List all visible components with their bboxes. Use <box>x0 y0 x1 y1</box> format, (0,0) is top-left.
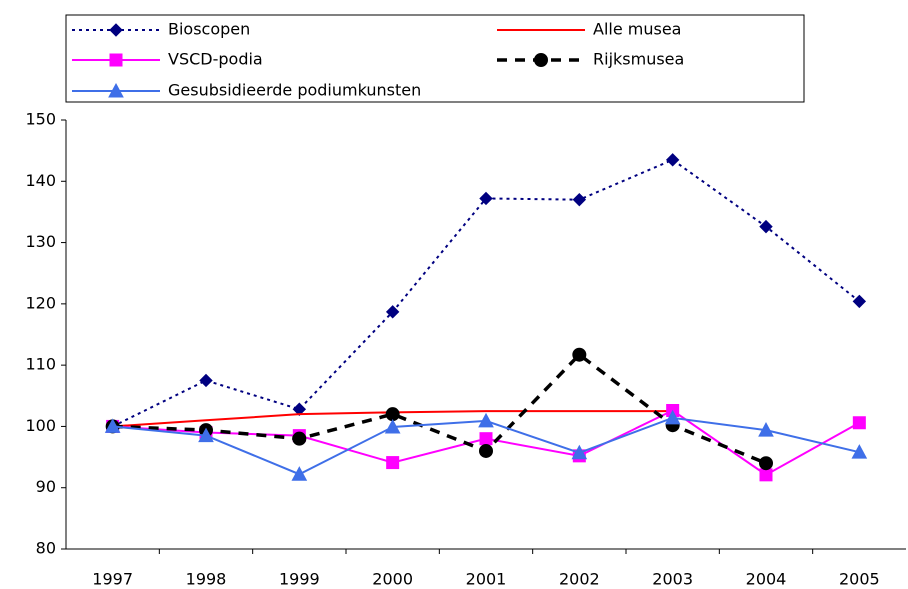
marker <box>852 294 867 309</box>
x-tick-label: 2003 <box>652 570 693 589</box>
marker <box>104 418 121 433</box>
marker <box>571 444 588 460</box>
marker <box>199 373 213 388</box>
marker <box>292 402 307 416</box>
y-tick-label: 100 <box>25 416 56 435</box>
x-tick-label: 2004 <box>746 570 787 589</box>
marker <box>109 53 123 67</box>
marker <box>759 468 773 482</box>
legend-label: Bioscopen <box>168 20 250 39</box>
marker <box>108 82 124 98</box>
marker <box>479 432 493 446</box>
y-tick-label: 150 <box>25 110 56 129</box>
marker <box>852 416 866 430</box>
y-tick-label: 130 <box>25 232 56 251</box>
legend-label: Gesubsidieerde podiumkunsten <box>168 81 421 100</box>
x-tick-label: 1999 <box>279 570 320 589</box>
marker <box>384 418 401 434</box>
y-tick-label: 80 <box>36 539 56 558</box>
y-tick-label: 90 <box>36 477 56 496</box>
marker <box>386 456 400 470</box>
marker <box>759 219 773 234</box>
y-tick-label: 140 <box>25 171 56 190</box>
marker <box>292 431 307 446</box>
marker <box>665 153 680 167</box>
marker <box>534 53 548 67</box>
x-tick-label: 1998 <box>186 570 227 589</box>
x-tick-label: 2001 <box>466 570 507 589</box>
x-tick-label: 2000 <box>372 570 413 589</box>
marker <box>478 412 494 428</box>
legend-label: Alle musea <box>593 20 681 39</box>
marker <box>198 427 214 443</box>
marker <box>385 407 400 422</box>
marker <box>479 443 493 458</box>
legend-label: VSCD-podia <box>168 50 263 69</box>
marker <box>109 23 123 37</box>
x-tick-label: 2005 <box>839 570 880 589</box>
marker <box>572 347 587 362</box>
x-tick-label: 2002 <box>559 570 600 589</box>
legend-box <box>65 14 805 103</box>
legend-label: Rijksmusea <box>593 50 684 69</box>
marker <box>291 466 308 481</box>
marker <box>479 191 493 206</box>
marker <box>572 192 587 207</box>
legend: Bioscopen Alle musea VSCD-podia Rijksmusea G… <box>65 14 805 103</box>
marker <box>758 422 774 437</box>
y-tick-label: 120 <box>25 293 56 312</box>
marker <box>664 409 681 425</box>
marker <box>759 456 773 471</box>
marker <box>385 305 400 319</box>
series-line <box>112 352 767 465</box>
marker <box>851 444 868 459</box>
y-tick-label: 110 <box>25 355 56 374</box>
x-tick-label: 1997 <box>92 570 133 589</box>
